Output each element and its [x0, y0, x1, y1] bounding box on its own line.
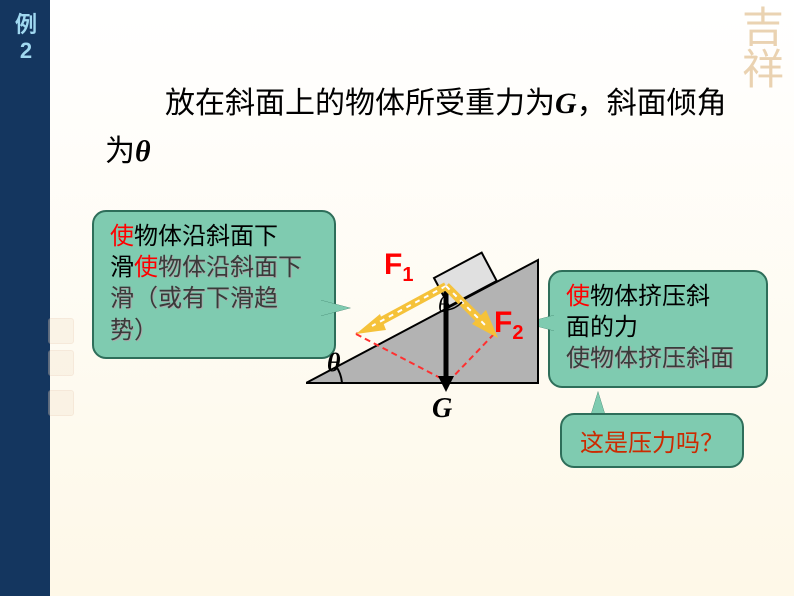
badge-line2: 2: [20, 38, 32, 63]
label-theta-top: θ: [438, 292, 449, 318]
decor-glyph: 吉 祥: [742, 8, 784, 92]
example-badge: 例 2: [8, 12, 44, 65]
callout-right: 使物体挤压斜 面的力 使物体挤压斜面: [548, 270, 768, 388]
callout-shadow: 物体沿斜面下: [158, 255, 302, 281]
label-F1: F1: [384, 248, 413, 287]
text-theta: θ: [135, 135, 151, 168]
callout-left-line3: 滑（或有下滑趋: [110, 284, 318, 315]
callout-text: 滑: [110, 255, 134, 281]
callout-red: 使: [134, 255, 158, 281]
seal-icon: [48, 350, 74, 376]
badge-line1: 例: [15, 12, 37, 37]
F2-sub: 2: [512, 322, 523, 344]
callout-left-line1: 使物体沿斜面下: [110, 222, 318, 253]
label-G: G: [432, 393, 452, 425]
F1-letter: F: [384, 248, 402, 281]
callout-text: 物体沿斜面下: [134, 224, 278, 250]
text-G: G: [555, 87, 577, 120]
callout-right-line2: 面的力: [566, 313, 750, 344]
seal-icon: [48, 390, 74, 416]
callout-left-line2: 滑使的力物体沿斜面下: [110, 253, 318, 284]
callout-question: 这是压力吗？: [560, 413, 744, 468]
callout-right-line1: 使物体挤压斜: [566, 282, 750, 313]
text-part1: 放在斜面上的物体所受重力为: [165, 87, 555, 120]
seal-icon: [48, 318, 74, 344]
callout-text: 物体挤压斜: [590, 284, 710, 310]
F2-letter: F: [494, 306, 512, 339]
label-theta-base: θ: [327, 348, 341, 378]
label-F2: F2: [494, 306, 523, 345]
problem-text: 放在斜面上的物体所受重力为G，斜面倾角为θ: [105, 80, 745, 176]
left-strip: [0, 0, 50, 596]
callout-red: 使: [566, 284, 590, 310]
callout-left: 使物体沿斜面下 滑使的力物体沿斜面下 滑（或有下滑趋 势）: [92, 210, 336, 359]
F1-sub: 1: [402, 264, 413, 286]
callout-right-line3: 使物体挤压斜面: [566, 344, 750, 375]
callout-left-line4: 势）: [110, 316, 318, 347]
callout-red: 使: [110, 224, 134, 250]
